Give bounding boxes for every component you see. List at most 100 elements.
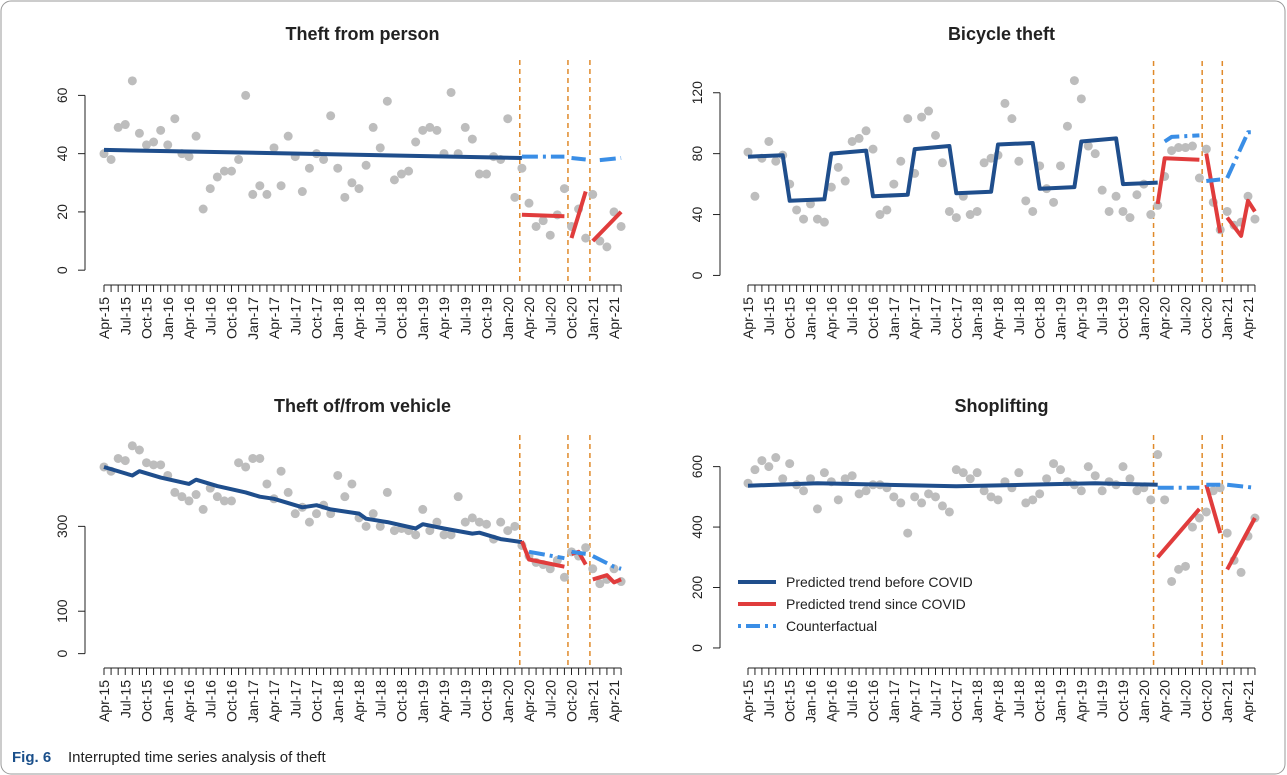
trend-line — [103, 147, 522, 160]
data-point — [1174, 564, 1184, 574]
x-tick-label: Jan-16 — [803, 680, 819, 723]
x-tick-label: Jul-19 — [1094, 297, 1110, 335]
data-point — [581, 543, 591, 553]
data-point — [283, 131, 293, 141]
data-point — [993, 495, 1003, 505]
data-point — [595, 579, 605, 589]
y-tick-label: 60 — [54, 87, 70, 103]
data-point — [1118, 462, 1128, 472]
data-point — [1153, 200, 1163, 210]
data-point — [799, 486, 809, 496]
trend-line — [1156, 484, 1257, 571]
caption-label: Fig. 6 — [12, 749, 51, 766]
data-point — [234, 458, 244, 468]
x-tick-label: Apr-21 — [1240, 297, 1256, 339]
legend-label: Predicted trend since COVID — [786, 596, 966, 612]
data-point — [375, 143, 385, 153]
data-point — [1000, 98, 1010, 108]
data-point — [170, 114, 180, 124]
x-tick-label: Apr-20 — [1157, 680, 1173, 722]
data-point — [467, 513, 477, 523]
data-point — [127, 76, 137, 86]
data-point — [347, 479, 357, 489]
x-tick-label: Apr-17 — [907, 297, 923, 339]
data-point — [1104, 206, 1114, 216]
data-point — [156, 125, 166, 135]
panel-title: Theft of/from vehicle — [274, 396, 451, 416]
data-point — [771, 453, 781, 463]
data-point — [951, 213, 961, 223]
data-point — [142, 458, 151, 468]
data-point — [944, 507, 954, 517]
x-tick-label: Jul-16 — [844, 680, 860, 718]
x-tick-label: Oct-20 — [1198, 297, 1214, 339]
x-tick-label: Jul-17 — [928, 680, 944, 718]
data-point — [1201, 144, 1211, 154]
x-tick-label: Jan-20 — [500, 297, 516, 340]
data-point — [361, 160, 371, 170]
x-tick-label: Jul-19 — [457, 297, 473, 335]
data-point — [903, 528, 913, 538]
data-point — [425, 122, 435, 132]
data-point — [1243, 191, 1253, 201]
x-tick-label: Jan-19 — [415, 680, 431, 723]
data-point — [1097, 185, 1107, 195]
x-tick-label: Jul-19 — [457, 680, 473, 718]
data-point — [799, 214, 809, 224]
data-point — [931, 492, 940, 502]
data-point — [1049, 459, 1059, 469]
x-tick-label: Oct-16 — [224, 297, 240, 339]
data-point — [545, 564, 555, 574]
x-tick-label: Jul-18 — [1011, 680, 1027, 718]
data-point — [559, 572, 569, 582]
x-tick-label: Jan-19 — [1053, 297, 1069, 340]
x-tick-label: Jul-16 — [844, 297, 860, 335]
data-point — [304, 163, 314, 173]
data-point — [170, 487, 180, 497]
data-point — [290, 509, 300, 519]
data-point — [771, 156, 781, 166]
data-point — [1049, 197, 1059, 207]
data-point — [524, 198, 534, 208]
x-tick-label: Oct-17 — [948, 680, 964, 722]
x-tick-label: Jul-19 — [1094, 680, 1110, 718]
data-point — [917, 112, 927, 122]
x-tick-label: Jul-18 — [372, 680, 388, 718]
x-tick-label: Jan-18 — [330, 297, 346, 340]
y-tick-label: 0 — [54, 266, 70, 274]
data-point — [382, 487, 392, 497]
data-point — [1250, 214, 1260, 224]
data-point — [276, 466, 286, 476]
data-point — [425, 526, 435, 536]
x-tick-label: Jan-18 — [330, 680, 346, 723]
y-tick-label: 0 — [54, 650, 70, 658]
data-point — [106, 154, 116, 164]
data-point — [588, 189, 598, 199]
data-point — [389, 526, 399, 536]
data-point — [467, 134, 477, 144]
data-point — [1076, 486, 1086, 496]
data-point — [120, 456, 130, 466]
trend-line — [1155, 153, 1257, 238]
x-tick-label: Oct-15 — [782, 297, 798, 339]
data-point — [778, 474, 788, 484]
x-tick-label: Jan-19 — [415, 297, 431, 340]
x-tick-label: Apr-20 — [1157, 297, 1173, 339]
x-tick-label: Jan-19 — [1053, 680, 1069, 723]
data-point — [432, 517, 442, 527]
x-tick-label: Jul-15 — [117, 680, 133, 718]
data-point — [538, 216, 548, 226]
x-tick-label: Jan-16 — [160, 680, 176, 723]
data-point — [418, 125, 428, 135]
data-point — [474, 169, 484, 179]
data-point — [482, 169, 491, 179]
trend-line — [103, 465, 523, 545]
trend-line — [1157, 482, 1256, 490]
data-point — [219, 166, 229, 176]
panel: Theft from person 0 20 40 60 Apr-15 Jul-15 Oct-… — [54, 24, 626, 340]
data-point — [212, 172, 222, 182]
data-point — [234, 154, 244, 164]
caption-text: Interrupted time series analysis of thef… — [68, 749, 326, 766]
data-point — [368, 122, 378, 132]
data-point — [404, 166, 414, 176]
